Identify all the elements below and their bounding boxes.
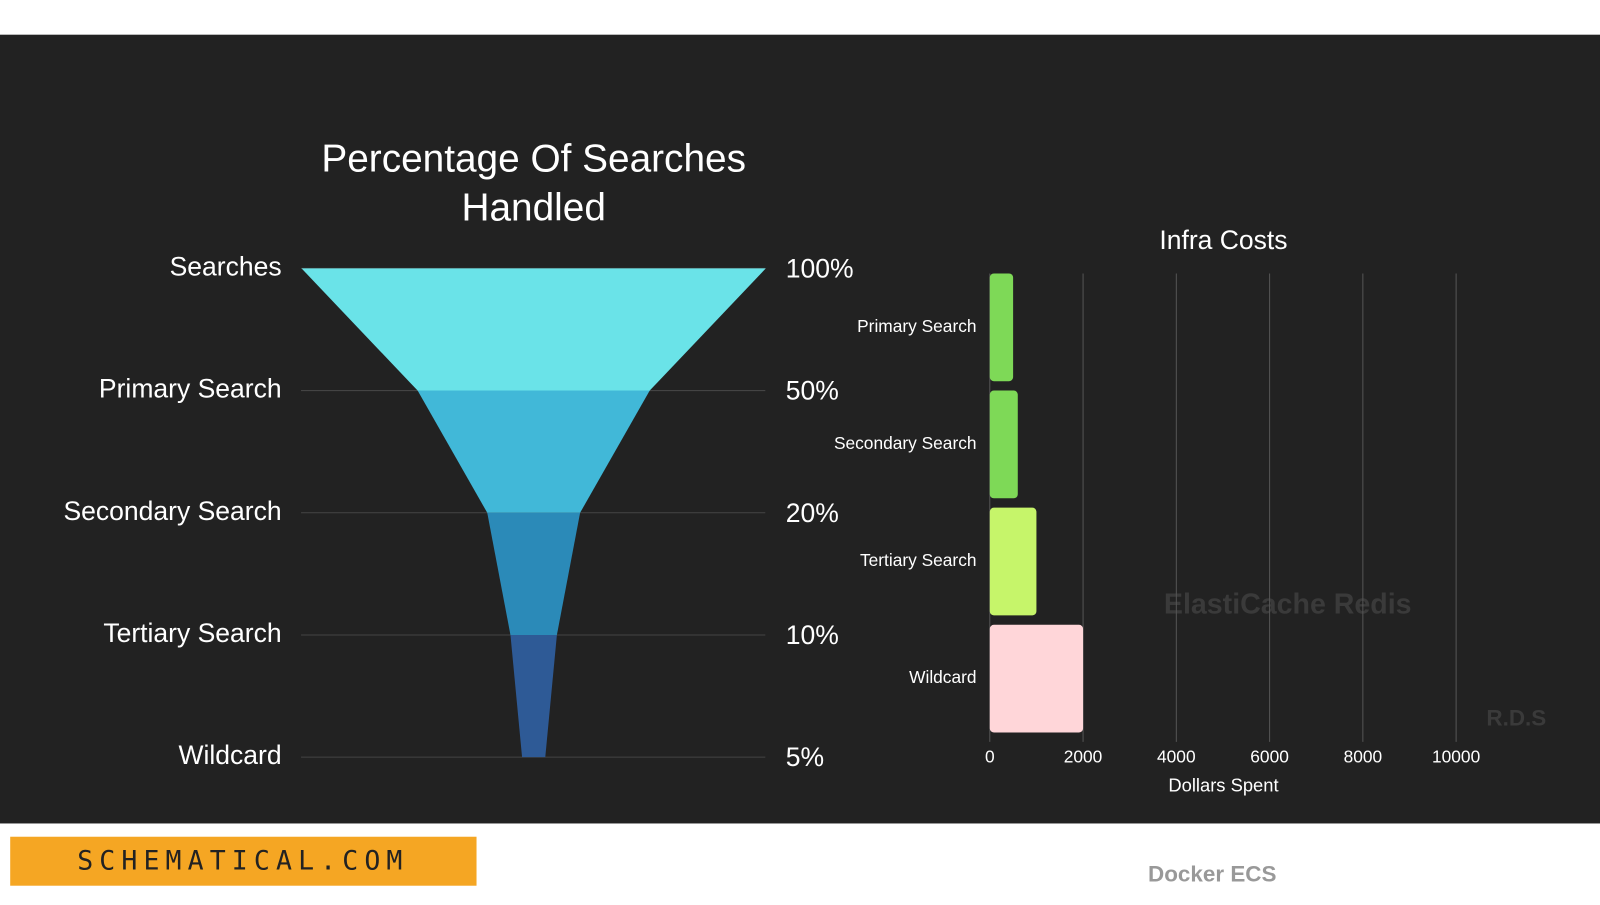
watermark: Docker ECS [1148, 861, 1276, 886]
stage-label: Tertiary Search [103, 618, 281, 648]
bar [989, 273, 1014, 382]
value-label: 50% [786, 376, 839, 406]
axis-title: Dollars Spent [1168, 775, 1278, 796]
y-tick-label: Primary Search [857, 316, 976, 336]
value-label: 5% [786, 742, 824, 772]
brand: SCHEMATICAL.COM [77, 846, 408, 877]
chart-title: Percentage Of Searches Handled [321, 137, 746, 230]
watermark: R.D.S [1486, 705, 1546, 730]
x-tick-label: 6000 [1250, 747, 1289, 767]
value-label: 100% [786, 253, 854, 283]
watermark: ElastiCache Redis [1164, 589, 1412, 621]
stage-label: Primary Search [99, 374, 282, 404]
funnel-segment [417, 390, 650, 513]
y-tick-label: Secondary Search [834, 433, 977, 453]
stage-label: Searches [170, 251, 282, 281]
chart-title: Infra Costs [1159, 225, 1287, 255]
funnel-title-box: Percentage Of Searches Handled [321, 137, 746, 230]
funnel-segment [301, 268, 766, 391]
x-tick-label: 2000 [1064, 747, 1103, 767]
x-tick-label: 8000 [1344, 747, 1383, 767]
y-tick-label: Tertiary Search [860, 550, 977, 570]
stage-label: Wildcard [178, 740, 281, 770]
bar [989, 390, 1018, 499]
y-tick-label: Wildcard [909, 667, 976, 687]
funnel-segment [487, 512, 581, 635]
dark-panel [0, 34, 1600, 824]
funnel-segment [510, 634, 557, 758]
x-tick-label: 0 [985, 747, 995, 767]
stage-label: Secondary Search [63, 496, 281, 526]
bar [989, 624, 1084, 733]
x-tick-label: 4000 [1157, 747, 1196, 767]
x-tick-label: 10000 [1432, 747, 1480, 767]
value-label: 10% [786, 620, 839, 650]
brand-box [10, 836, 477, 886]
bar [989, 507, 1037, 616]
value-label: 20% [786, 498, 839, 528]
